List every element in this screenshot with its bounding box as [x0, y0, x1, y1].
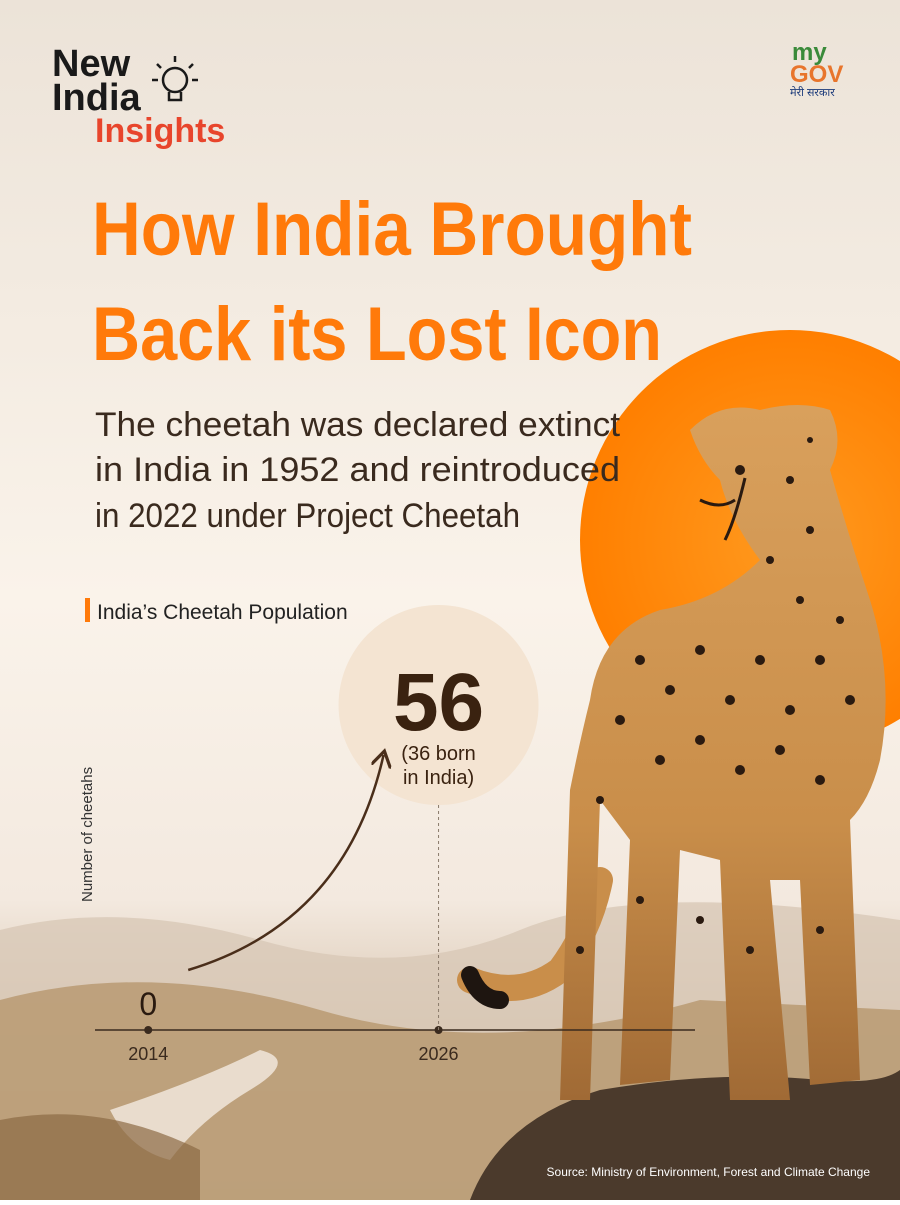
brand-line: New — [52, 43, 131, 85]
headline: How India Brought — [92, 187, 692, 272]
partner-logo: GOV — [790, 61, 843, 88]
annotation: (36 born in India) — [401, 743, 476, 789]
title-accent — [85, 598, 90, 622]
chart: 2014 2026 0 56(36 born in India) — [95, 605, 695, 1064]
rock — [470, 1070, 900, 1200]
bulb-icon — [152, 56, 198, 102]
subtitle: in India in 1952 and reintroduced — [95, 451, 620, 489]
headline: Back its Lost Icon — [92, 292, 662, 377]
x-tick-label: 2026 — [419, 1044, 459, 1064]
value-label: 56 — [393, 657, 484, 748]
subtitle: The cheetah was declared extinct — [95, 406, 621, 444]
brand-line: Insights — [95, 112, 225, 150]
source: Source: Ministry of Environment, Forest … — [547, 1165, 871, 1179]
foliage — [0, 1114, 200, 1200]
x-tick-label: 2014 — [128, 1044, 168, 1064]
x-tick — [144, 1026, 153, 1034]
cheetah — [457, 405, 886, 1100]
subtitle: in 2022 under Project Cheetah — [95, 497, 520, 535]
partner-logo: my — [792, 39, 827, 66]
brand-line: India — [52, 77, 142, 119]
y-axis-label: Number of cheetahs — [79, 767, 96, 902]
value-label: 0 — [139, 986, 157, 1022]
trend-line — [187, 755, 383, 972]
partner-tagline: मेरी सरकार — [790, 86, 835, 99]
chart-title: India’s Cheetah Population — [97, 601, 348, 624]
